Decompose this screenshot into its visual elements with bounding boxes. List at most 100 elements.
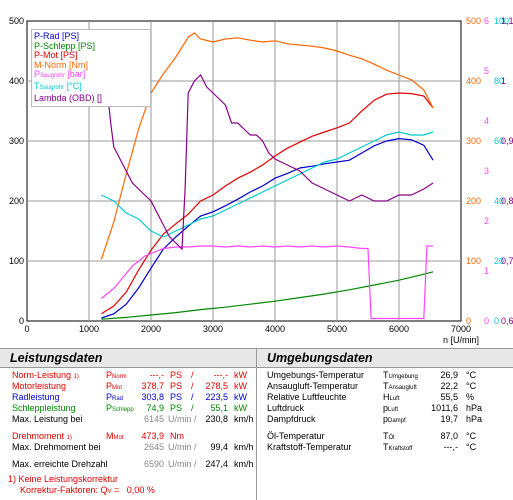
legend-item-p-rad: P-Rad [PS] xyxy=(34,32,80,41)
max-power-label: Max. Leistung bei xyxy=(12,414,83,424)
y-tick-label-pink: 0 xyxy=(484,316,489,326)
y-tick-label-left: 300 xyxy=(9,136,24,146)
y-tick-label-purple: 0,6 xyxy=(501,316,513,326)
series-line-p-schlepp xyxy=(101,271,434,320)
motor-label: Motorleistung xyxy=(12,381,67,391)
y-tick-label-pink: 4 xyxy=(484,116,489,126)
rad-ps-unit: PS xyxy=(170,392,183,402)
rad-label: Radleistung xyxy=(12,392,60,402)
legend-item-t-saugrohr: TSaugrohr [°C] xyxy=(34,81,82,91)
max-speed-rpm-unit: U/min / xyxy=(168,459,197,469)
schlepp-label: Schleppleistung xyxy=(12,403,76,413)
umgebungsdaten-header: Umgebungsdaten xyxy=(257,348,513,368)
panel-divider xyxy=(256,348,257,500)
y-tick-label-purple: 0,8 xyxy=(501,196,513,206)
norm-label: Norm-Leistung 1) xyxy=(12,370,79,380)
norm-kw-unit: kW xyxy=(234,370,247,380)
env-row-label: Öl-Temperatur xyxy=(267,431,325,441)
y-tick-label-left: 500 xyxy=(9,16,24,26)
env-row-unit: °C xyxy=(466,381,477,391)
max-speed-rpm: 6590 xyxy=(143,459,164,469)
y-tick-label-pink: 1 xyxy=(484,266,489,276)
y-tick-label-left: 0 xyxy=(19,316,24,326)
max-torque-rpm: 2645 xyxy=(143,442,164,452)
y-tick-label-orange: 400 xyxy=(466,76,481,86)
motor-ps-value: 378,7 xyxy=(141,381,164,391)
schlepp-symbol: PSchlepp xyxy=(106,403,134,413)
env-row-label: Relative Luftfeuchte xyxy=(267,392,347,402)
legend-item-p-saugrohr: PSaugrohr [bar] xyxy=(34,70,86,80)
torque-symbol: MMot xyxy=(106,431,124,441)
torque-unit: Nm xyxy=(170,431,184,441)
env-row-value: ---,- xyxy=(443,442,459,452)
y-tick-label-cyan: 20 xyxy=(494,256,504,266)
env-row-unit: % xyxy=(466,392,475,402)
series-line-m-norm xyxy=(100,32,434,260)
max-torque-speed: 99,4 xyxy=(210,442,228,452)
max-power-rpm-unit: U/min / xyxy=(168,414,197,424)
y-tick-label-orange: 200 xyxy=(466,196,481,206)
x-axis-label: n [U/min] xyxy=(443,335,479,345)
max-torque-label: Max. Drehmoment bei xyxy=(12,442,101,452)
legend-item-p-schlepp: P-Schlepp [PS] xyxy=(34,41,96,51)
schlepp-kw-unit: kW xyxy=(234,403,247,413)
env-row-symbol: TKraftstoff xyxy=(383,442,413,452)
max-power-speed-unit: km/h xyxy=(234,414,254,424)
footnote-1: 1) Keine Leistungskorrektur xyxy=(8,474,119,484)
legend-item-p-mot: P-Mot [PS] xyxy=(34,51,78,61)
legend-item-m-norm: M-Norm [Nm] xyxy=(34,60,88,70)
env-row-symbol: HLuft xyxy=(383,392,400,402)
rad-symbol: PRad xyxy=(106,392,124,402)
env-row-symbol: TÖl xyxy=(383,431,395,441)
env-row-unit: °C xyxy=(466,370,477,380)
schlepp-ps-unit: PS xyxy=(170,403,183,413)
norm-symbol: PNorm xyxy=(106,370,127,380)
y-tick-label-pink: 2 xyxy=(484,216,489,226)
env-row-value: 1011,6 xyxy=(431,403,458,413)
y-tick-label-purple: 0,9 xyxy=(501,136,513,146)
y-tick-label-left: 200 xyxy=(9,196,24,206)
rad-slash: / xyxy=(191,392,194,402)
x-tick-label: 3000 xyxy=(203,324,223,334)
series-line-p-mot xyxy=(101,92,434,315)
x-tick-label: 6000 xyxy=(389,324,409,334)
env-row-label: Umgebungs-Temperatur xyxy=(267,370,365,380)
max-speed-speed-unit: km/h xyxy=(234,459,254,469)
rad-ps-value: 303,8 xyxy=(141,392,164,402)
x-tick-label: 4000 xyxy=(265,324,285,334)
env-row-value: 22,2 xyxy=(440,381,458,391)
legend-item-lambda: Lambda (OBD) [] xyxy=(34,93,103,103)
rad-kw-unit: kW xyxy=(234,392,247,402)
env-row-symbol: TAnsaugluft xyxy=(383,381,417,391)
series-line-t-saugrohr xyxy=(101,131,434,238)
env-row-symbol: pLuft xyxy=(383,403,399,413)
schlepp-slash: / xyxy=(191,403,194,413)
env-row-symbol: TUmgebung xyxy=(383,370,418,380)
schlepp-ps-value: 74,9 xyxy=(146,403,164,413)
x-tick-label: 7000 xyxy=(451,324,471,334)
norm-slash: / xyxy=(191,370,194,380)
x-tick-label: 5000 xyxy=(327,324,347,334)
norm-ps-unit: PS xyxy=(170,370,183,380)
y-tick-label-cyan: 80 xyxy=(494,76,504,86)
y-tick-label-orange: 0 xyxy=(466,316,471,326)
max-speed-label: Max. erreichte Drehzahl xyxy=(12,459,108,469)
env-row-value: 55,5 xyxy=(440,392,458,402)
chart-legend: P-Rad [PS] P-Schlepp [PS] P-Mot [PS] M-N… xyxy=(31,29,151,107)
y-tick-label-cyan: 100 xyxy=(494,16,509,26)
motor-kw-unit: kW xyxy=(234,381,247,391)
footnote-2: Korrektur-Faktoren: QV = 0,00 % xyxy=(20,485,155,495)
y-tick-label-purple: 1 xyxy=(501,76,506,86)
env-row-value: 87,0 xyxy=(440,431,458,441)
env-row-label: Kraftstoff-Temperatur xyxy=(267,442,352,452)
y-tick-label-orange: 100 xyxy=(466,256,481,266)
env-row-label: Dampfdruck xyxy=(267,414,316,424)
series-line-p-rad xyxy=(101,137,434,319)
max-torque-rpm-unit: U/min / xyxy=(168,442,197,452)
schlepp-kw-value: 55,1 xyxy=(210,403,228,413)
motor-symbol: PMot xyxy=(106,381,123,391)
series-line-lambda xyxy=(101,74,434,251)
x-tick-label: 2000 xyxy=(141,324,161,334)
y-tick-label-pink: 3 xyxy=(484,166,489,176)
motor-ps-unit: PS xyxy=(170,381,183,391)
